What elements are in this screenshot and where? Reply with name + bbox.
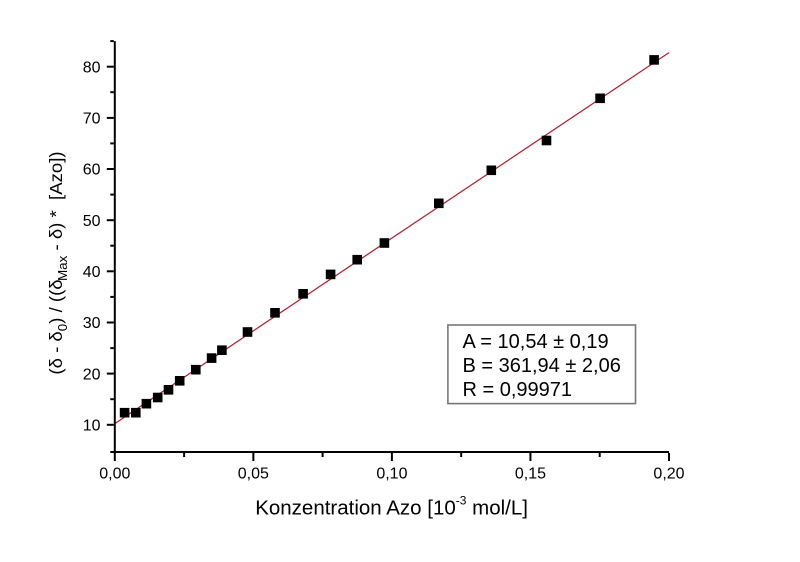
svg-text:20: 20 (83, 366, 101, 383)
svg-text:(δ - δ0) / ((δMax - δ) * [Azo: (δ - δ0) / ((δMax - δ) * [Azo]) (45, 151, 70, 374)
svg-text:0,15: 0,15 (515, 466, 546, 483)
svg-text:50: 50 (83, 213, 101, 230)
svg-text:10: 10 (83, 418, 101, 435)
svg-text:0,10: 0,10 (376, 466, 407, 483)
svg-text:80: 80 (83, 59, 101, 76)
svg-text:40: 40 (83, 264, 101, 281)
svg-text:R = 0,99971: R = 0,99971 (463, 379, 573, 401)
svg-text:A = 10,54 ± 0,19: A = 10,54 ± 0,19 (463, 331, 609, 353)
svg-text:B = 361,94 ± 2,06: B = 361,94 ± 2,06 (463, 355, 621, 377)
svg-text:0,00: 0,00 (99, 466, 130, 483)
svg-text:70: 70 (83, 111, 101, 128)
svg-text:60: 60 (83, 162, 101, 179)
svg-text:Konzentration Azo [10-3 mol/L]: Konzentration Azo [10-3 mol/L] (255, 494, 528, 520)
svg-text:0,20: 0,20 (653, 466, 684, 483)
svg-text:0,05: 0,05 (238, 466, 269, 483)
svg-text:30: 30 (83, 315, 101, 332)
